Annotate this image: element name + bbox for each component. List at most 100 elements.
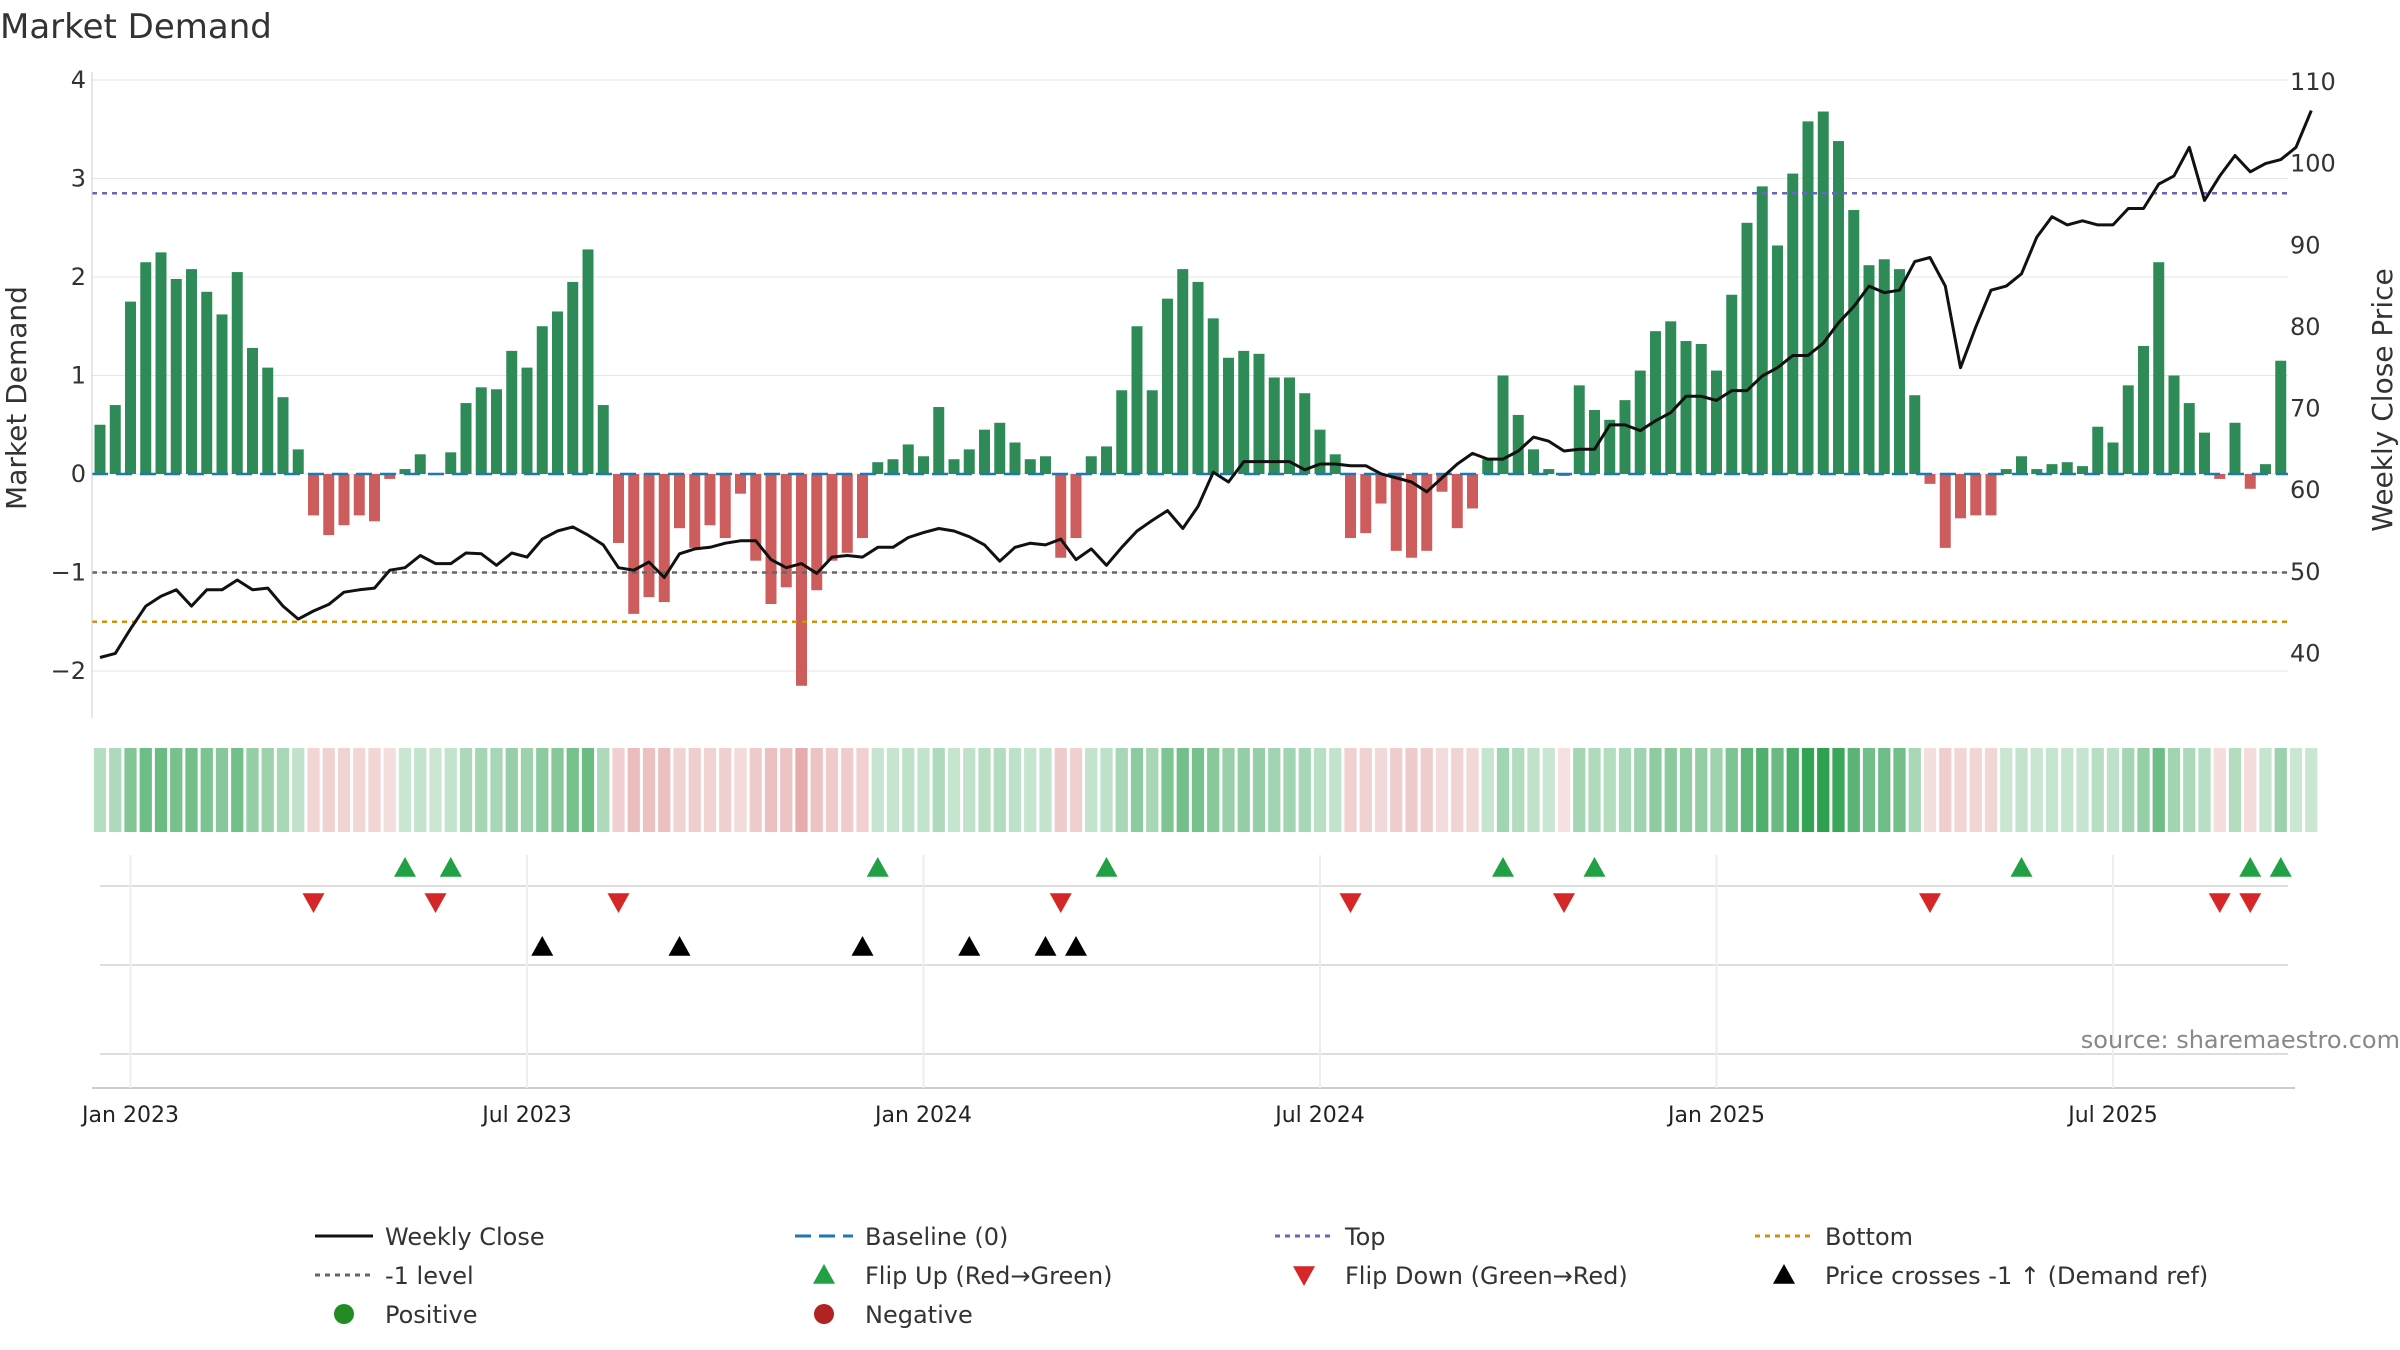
left-tick-label: 0 xyxy=(71,460,86,488)
demand-bar xyxy=(1040,456,1051,474)
demand-bar xyxy=(1055,474,1067,558)
heat-tile xyxy=(2137,748,2150,832)
demand-bar xyxy=(475,387,487,474)
demand-bar xyxy=(994,422,1006,474)
heat-tile xyxy=(1573,748,1586,832)
heat-tile xyxy=(1939,748,1952,832)
demand-bar xyxy=(765,474,777,605)
demand-bar xyxy=(658,474,670,603)
demand-bar xyxy=(536,326,548,474)
demand-bar xyxy=(1726,294,1738,474)
heat-tile xyxy=(1756,748,1769,832)
heat-tile xyxy=(1222,748,1235,832)
heat-tile xyxy=(1969,748,1982,832)
flip-up-marker xyxy=(866,857,889,877)
demand-bar xyxy=(2153,262,2165,474)
demand-bar xyxy=(262,367,274,474)
heat-tile xyxy=(322,748,335,832)
demand-bar xyxy=(643,474,655,598)
demand-bar xyxy=(1772,245,1783,474)
demand-bar xyxy=(1543,469,1555,474)
heat-tile xyxy=(1710,748,1723,832)
flip-down-marker xyxy=(2239,893,2262,913)
demand-bar xyxy=(1406,474,1417,558)
demand-bar xyxy=(1314,429,1326,474)
demand-bar xyxy=(1680,341,1692,474)
heat-tile xyxy=(764,748,778,832)
demand-bar xyxy=(216,314,228,474)
heat-tile xyxy=(1817,748,1830,832)
demand-bar xyxy=(491,389,502,474)
heat-tile xyxy=(1207,748,1220,832)
demand-bar xyxy=(1863,265,1875,474)
heat-tile xyxy=(780,748,793,832)
heat-tile xyxy=(2000,748,2013,832)
heat-tile xyxy=(1405,748,1418,832)
heat-tile xyxy=(2289,748,2303,832)
heat-tile xyxy=(2015,748,2028,832)
heat-tile xyxy=(1435,748,1449,832)
date-tick-label: Jan 2023 xyxy=(80,1103,179,1128)
heat-tile xyxy=(1634,748,1647,832)
heat-tile xyxy=(917,748,930,832)
heat-tile xyxy=(2076,748,2089,832)
heat-tile xyxy=(2045,748,2059,832)
demand-bar xyxy=(1970,474,1982,516)
demand-bar xyxy=(1878,259,1890,474)
heat-tile xyxy=(231,748,244,832)
heat-tile xyxy=(2228,748,2242,832)
demand-bar xyxy=(369,474,380,522)
heat-tile xyxy=(93,748,107,832)
demand-bar xyxy=(1360,474,1372,534)
heat-tile xyxy=(2061,748,2074,832)
flip-down-marker xyxy=(607,893,630,913)
demand-bar xyxy=(521,367,533,474)
heat-tile xyxy=(551,748,564,832)
demand-bar xyxy=(750,474,762,561)
demand-bar xyxy=(1985,474,1997,516)
heat-tile xyxy=(1618,748,1632,832)
left-tick-label: 1 xyxy=(71,362,86,390)
legend-label: Baseline (0) xyxy=(865,1223,1008,1251)
demand-bar xyxy=(1482,459,1494,474)
flip-down-marker xyxy=(1553,893,1575,913)
source-credit: source: sharemaestro.com xyxy=(2081,1026,2400,1054)
heat-tile xyxy=(963,748,976,832)
heat-tile xyxy=(1893,748,1906,832)
price-cross-marker xyxy=(851,936,874,956)
demand-bar xyxy=(1787,173,1799,474)
legend-swatch xyxy=(1293,1266,1315,1286)
heat-tile xyxy=(1176,748,1189,832)
heat-tile xyxy=(215,748,229,832)
demand-bar xyxy=(2229,422,2241,474)
demand-bar xyxy=(140,262,152,474)
price-cross-marker xyxy=(958,936,981,956)
heat-tile xyxy=(1588,748,1601,832)
heat-tile xyxy=(658,748,671,832)
demand-bar xyxy=(2122,385,2134,474)
demand-bar xyxy=(1451,474,1463,529)
heat-tile xyxy=(536,748,549,832)
demand-bar xyxy=(963,449,975,474)
right-axis-title: Weekly Close Price xyxy=(2366,268,2399,531)
right-tick-label: 50 xyxy=(2290,558,2321,586)
heat-tile xyxy=(825,748,839,832)
price-cross-marker xyxy=(668,936,691,956)
demand-bar xyxy=(1756,186,1768,474)
demand-bar xyxy=(1192,281,1204,474)
left-tick-label: 2 xyxy=(71,263,86,291)
heat-tile xyxy=(1329,748,1342,832)
right-tick-label: 40 xyxy=(2290,639,2321,667)
demand-bar xyxy=(1177,269,1189,474)
heat-tile xyxy=(139,748,152,832)
heat-tile xyxy=(886,748,900,832)
heat-tile xyxy=(505,748,518,832)
heat-tile xyxy=(1115,748,1128,832)
heat-tile xyxy=(627,748,640,832)
heat-tile xyxy=(1146,748,1159,832)
flip-up-marker xyxy=(2010,857,2033,877)
demand-bar xyxy=(170,278,182,474)
legend-label: Flip Up (Red→Green) xyxy=(865,1262,1113,1290)
demand-bar xyxy=(1512,414,1524,474)
heat-tile xyxy=(2213,748,2226,832)
